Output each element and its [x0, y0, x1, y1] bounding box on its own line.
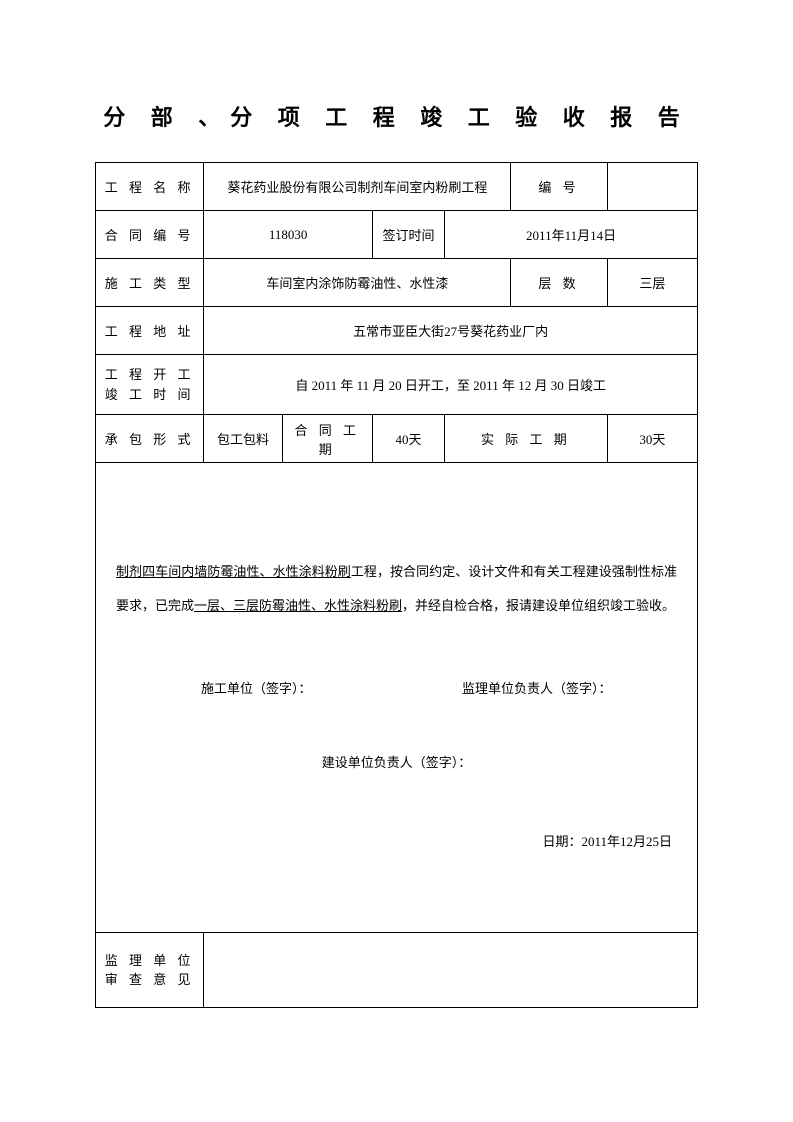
- row-contract-no: 合 同 编 号 118030 签订时间 2011年11月14日: [96, 211, 698, 259]
- body-text-2: ，并经自检合格，报请建设单位组织竣工验收。: [402, 598, 675, 613]
- value-sign-time: 2011年11月14日: [445, 211, 698, 259]
- label-start: 工 程 开 工: [105, 367, 195, 382]
- label-dates: 工 程 开 工 竣 工 时 间: [96, 355, 204, 415]
- review-line-1: 监 理 单 位: [105, 953, 195, 968]
- date-line: 日期：2011年12月25日: [116, 831, 677, 850]
- row-project-name: 工 程 名 称 葵花药业股份有限公司制剂车间室内粉刷工程 编 号: [96, 163, 698, 211]
- label-address: 工 程 地 址: [96, 307, 204, 355]
- report-table: 工 程 名 称 葵花药业股份有限公司制剂车间室内粉刷工程 编 号 合 同 编 号…: [95, 162, 698, 1008]
- label-construct-type: 施 工 类 型: [96, 259, 204, 307]
- review-line-2: 审 查 意 见: [105, 972, 195, 987]
- value-contract-form: 包工包料: [204, 415, 282, 463]
- value-project-name: 葵花药业股份有限公司制剂车间室内粉刷工程: [204, 163, 511, 211]
- value-actual-period: 30天: [607, 415, 697, 463]
- signature-row-1: 施工单位（签字）： 监理单位负责人（签字）：: [116, 678, 677, 697]
- label-sign-time: 签订时间: [372, 211, 444, 259]
- body-underline-1: 制剂四车间内墙防霉油性、水性涂料粉刷: [116, 564, 351, 579]
- sig-owner: 建设单位负责人（签字）：: [116, 752, 677, 771]
- row-body: 制剂四车间内墙防霉油性、水性涂料粉刷工程，按合同约定、设计文件和有关工程建设强制…: [96, 463, 698, 933]
- body-paragraph: 制剂四车间内墙防霉油性、水性涂料粉刷工程，按合同约定、设计文件和有关工程建设强制…: [116, 555, 677, 623]
- body-cell: 制剂四车间内墙防霉油性、水性涂料粉刷工程，按合同约定、设计文件和有关工程建设强制…: [96, 463, 698, 933]
- label-contract-period: 合 同 工 期: [282, 415, 372, 463]
- label-end: 竣 工 时 间: [105, 387, 195, 402]
- row-address: 工 程 地 址 五常市亚臣大街27号葵花药业厂内: [96, 307, 698, 355]
- value-review: [204, 933, 698, 1008]
- label-contract-form: 承 包 形 式: [96, 415, 204, 463]
- label-floors: 层 数: [511, 259, 607, 307]
- page-title: 分 部 、分 项 工 程 竣 工 验 收 报 告: [95, 100, 698, 132]
- value-address: 五常市亚臣大街27号葵花药业厂内: [204, 307, 698, 355]
- sig-supervisor: 监理单位负责人（签字）：: [397, 678, 678, 697]
- label-review: 监 理 单 位 审 查 意 见: [96, 933, 204, 1008]
- value-contract-period: 40天: [372, 415, 444, 463]
- label-number: 编 号: [511, 163, 607, 211]
- label-actual-period: 实 际 工 期: [445, 415, 608, 463]
- body-underline-2: 一层、三层防霉油性、水性涂料粉刷: [194, 598, 402, 613]
- row-contract-form: 承 包 形 式 包工包料 合 同 工 期 40天 实 际 工 期 30天: [96, 415, 698, 463]
- value-dates: 自 2011 年 11 月 20 日开工，至 2011 年 12 月 30 日竣…: [204, 355, 698, 415]
- row-dates: 工 程 开 工 竣 工 时 间 自 2011 年 11 月 20 日开工，至 2…: [96, 355, 698, 415]
- row-review: 监 理 单 位 审 查 意 见: [96, 933, 698, 1008]
- sig-construction: 施工单位（签字）：: [116, 678, 397, 697]
- label-contract-no: 合 同 编 号: [96, 211, 204, 259]
- value-contract-no: 118030: [204, 211, 373, 259]
- value-floors: 三层: [607, 259, 697, 307]
- value-construct-type: 车间室内涂饰防霉油性、水性漆: [204, 259, 511, 307]
- row-construct-type: 施 工 类 型 车间室内涂饰防霉油性、水性漆 层 数 三层: [96, 259, 698, 307]
- value-number: [607, 163, 697, 211]
- label-project-name: 工 程 名 称: [96, 163, 204, 211]
